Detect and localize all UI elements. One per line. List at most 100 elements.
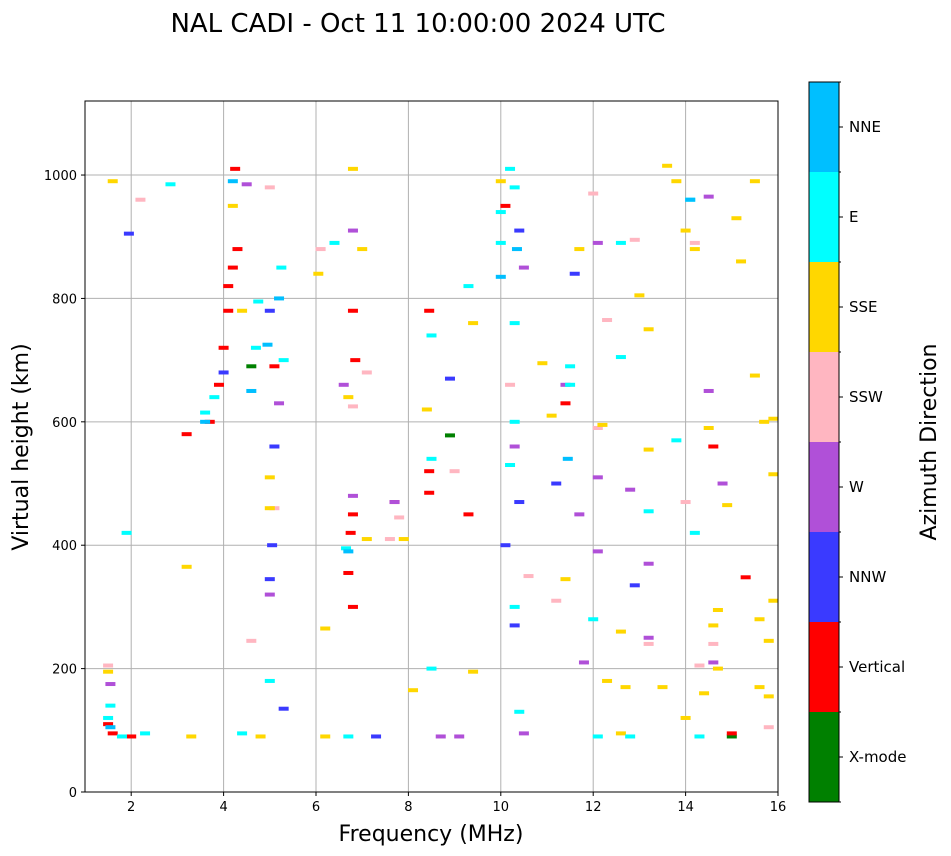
point-ssw (394, 515, 405, 520)
colorbar-segment (809, 712, 839, 802)
point-nne (685, 197, 696, 202)
point-sse (768, 416, 779, 421)
point-sse (722, 503, 733, 508)
y-tick-label: 1000 (44, 169, 77, 184)
colorbar-tick-label: SSW (849, 388, 883, 406)
point-vertical (726, 731, 737, 736)
point-nnw (371, 734, 382, 739)
point-sse (103, 669, 114, 674)
point-sse (602, 678, 613, 683)
point-sse (186, 734, 197, 739)
point-e (165, 182, 176, 187)
point-e (209, 395, 220, 400)
point-x-mode (246, 364, 257, 369)
colorbar-segment (809, 442, 839, 532)
point-w (389, 500, 400, 505)
point-sse (560, 577, 571, 582)
point-sse (237, 308, 248, 313)
point-e (514, 709, 525, 714)
point-sse (689, 247, 700, 252)
point-w (105, 682, 116, 687)
y-tick-label: 200 (52, 663, 77, 678)
point-nnw (569, 271, 580, 276)
colorbar-segment (809, 262, 839, 352)
point-sse (736, 259, 747, 264)
point-e (495, 210, 506, 215)
point-vertical (347, 512, 358, 517)
point-sse (615, 731, 626, 736)
point-nne (274, 296, 285, 301)
point-e (565, 382, 576, 387)
x-tick-label: 4 (219, 800, 227, 815)
point-nnw (264, 577, 275, 582)
point-nne (227, 179, 238, 184)
point-vertical (347, 604, 358, 609)
point-vertical (181, 432, 192, 437)
point-w (708, 660, 719, 665)
point-w (717, 481, 728, 486)
point-e (426, 666, 437, 671)
y-tick-label: 600 (52, 416, 77, 431)
colorbar-tick-label: Vertical (849, 658, 905, 676)
colorbar-segment (809, 532, 839, 622)
colorbar-frame (808, 81, 840, 803)
point-sse (643, 447, 654, 452)
point-nnw (629, 583, 640, 588)
point-e (509, 419, 520, 424)
point-ssw (629, 237, 640, 242)
point-e (105, 703, 116, 708)
point-ssw (315, 247, 326, 252)
point-w (592, 475, 603, 480)
point-sse (347, 166, 358, 171)
point-e (103, 715, 114, 720)
point-vertical (345, 530, 356, 535)
point-nnw (509, 623, 520, 628)
point-sse (749, 373, 760, 378)
point-vertical (347, 308, 358, 313)
point-sse (495, 179, 506, 184)
point-w (625, 487, 636, 492)
point-vertical (232, 247, 243, 252)
point-nne (343, 549, 354, 554)
point-ssw (643, 641, 654, 646)
point-sse (537, 361, 548, 366)
colorbar-tick-label: NNW (849, 568, 886, 586)
point-e (505, 463, 516, 468)
point-ssw (135, 197, 146, 202)
colorbar-segment (809, 622, 839, 712)
colorbar-tick-label: X-mode (849, 748, 906, 766)
point-nne (562, 456, 573, 461)
colorbar-segment (809, 352, 839, 442)
point-nne (495, 274, 506, 279)
point-sse (712, 607, 723, 612)
colorbar-segment (809, 82, 839, 172)
colorbar-label: Azimuth Direction (917, 343, 942, 540)
point-vertical (227, 265, 238, 270)
point-nnw (551, 481, 562, 486)
colorbar-tick-label: W (849, 478, 864, 496)
point-ssw (103, 663, 114, 668)
grid (85, 101, 779, 793)
point-sse (759, 419, 770, 424)
point-sse (671, 179, 682, 184)
point-x-mode (444, 433, 455, 438)
point-sse (227, 203, 238, 208)
point-w (592, 549, 603, 554)
x-tick-label: 14 (677, 800, 694, 815)
point-ssw (384, 537, 395, 542)
point-vertical (424, 490, 435, 495)
point-nnw (267, 543, 278, 548)
point-e (426, 333, 437, 338)
point-w (703, 388, 714, 393)
point-ssw (689, 240, 700, 245)
point-ssw (449, 469, 460, 474)
point-sse (662, 163, 673, 168)
point-nnw (269, 444, 280, 449)
point-sse (680, 715, 691, 720)
point-e (253, 299, 264, 304)
point-vertical (424, 469, 435, 474)
point-sse (107, 179, 118, 184)
point-e (509, 604, 520, 609)
point-ssw (505, 382, 516, 387)
point-nne (511, 247, 522, 252)
